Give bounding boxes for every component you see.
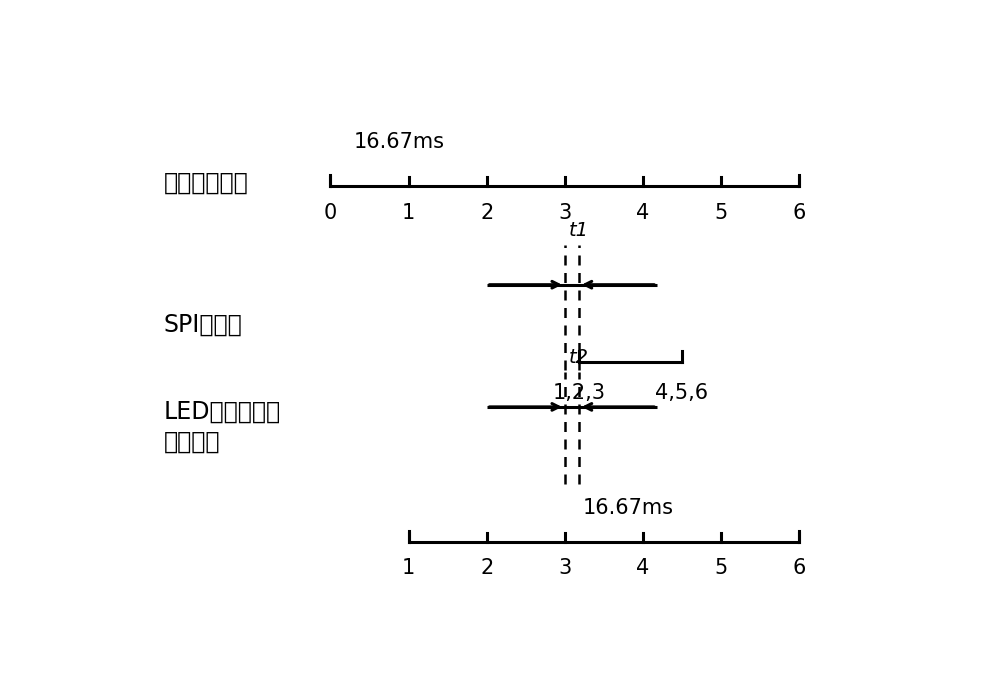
Text: 1: 1 bbox=[402, 558, 415, 578]
Text: 4,5,6: 4,5,6 bbox=[655, 383, 709, 403]
Text: 0: 0 bbox=[324, 204, 337, 224]
Text: 16.67ms: 16.67ms bbox=[354, 132, 445, 152]
Text: 5: 5 bbox=[714, 558, 728, 578]
Text: 4: 4 bbox=[636, 204, 650, 224]
Text: 4: 4 bbox=[636, 558, 650, 578]
Text: t2: t2 bbox=[569, 348, 589, 367]
Text: 1: 1 bbox=[402, 204, 415, 224]
Text: 16.67ms: 16.67ms bbox=[583, 498, 674, 518]
Text: SPI通信：: SPI通信： bbox=[164, 313, 242, 337]
Text: 3: 3 bbox=[558, 558, 571, 578]
Text: LED控制器应用: LED控制器应用 bbox=[164, 400, 281, 424]
Text: t1: t1 bbox=[569, 221, 589, 239]
Text: 2: 2 bbox=[480, 204, 493, 224]
Text: 2: 2 bbox=[480, 558, 493, 578]
Text: 背光值：: 背光值： bbox=[164, 429, 220, 453]
Text: 3: 3 bbox=[558, 204, 571, 224]
Text: 5: 5 bbox=[714, 204, 728, 224]
Text: 背光值计算：: 背光值计算： bbox=[164, 170, 248, 195]
Text: 6: 6 bbox=[793, 558, 806, 578]
Text: 1,2,3: 1,2,3 bbox=[552, 383, 605, 403]
Text: 6: 6 bbox=[793, 204, 806, 224]
